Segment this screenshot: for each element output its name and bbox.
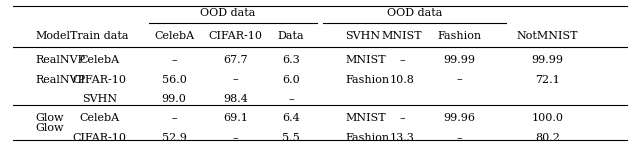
Text: 52.9: 52.9 — [162, 133, 186, 143]
Text: OOD data: OOD data — [200, 8, 255, 18]
Text: 98.4: 98.4 — [223, 94, 248, 104]
Text: 67.7: 67.7 — [223, 55, 248, 65]
Text: –: – — [289, 94, 294, 104]
Text: –: – — [457, 133, 462, 143]
Text: 56.0: 56.0 — [162, 75, 186, 85]
Text: Fashion: Fashion — [346, 75, 390, 85]
Text: 99.99: 99.99 — [531, 55, 563, 65]
Text: 6.4: 6.4 — [282, 113, 300, 123]
Text: MNIST: MNIST — [346, 113, 386, 123]
Text: 99.99: 99.99 — [444, 55, 476, 65]
Text: 100.0: 100.0 — [531, 113, 563, 123]
Text: SVHN: SVHN — [82, 94, 116, 104]
Text: –: – — [172, 113, 177, 123]
Text: CIFAR-10: CIFAR-10 — [209, 31, 262, 41]
Text: CIFAR-10: CIFAR-10 — [72, 133, 126, 143]
Text: 80.2: 80.2 — [535, 133, 559, 143]
Text: Fashion: Fashion — [346, 133, 390, 143]
Text: 6.0: 6.0 — [282, 75, 300, 85]
Text: 99.0: 99.0 — [162, 94, 186, 104]
Text: CIFAR-10: CIFAR-10 — [72, 75, 126, 85]
Text: OOD data: OOD data — [387, 8, 442, 18]
Text: Fashion: Fashion — [438, 31, 481, 41]
Text: Data: Data — [278, 31, 305, 41]
Text: MNIST: MNIST — [381, 31, 422, 41]
Text: Model: Model — [35, 31, 70, 41]
Text: MNIST: MNIST — [346, 55, 386, 65]
Text: –: – — [233, 133, 238, 143]
Text: 6.3: 6.3 — [282, 55, 300, 65]
Text: –: – — [233, 75, 238, 85]
Text: RealNVP: RealNVP — [35, 55, 85, 65]
Text: NotMNIST: NotMNIST — [516, 31, 578, 41]
Text: CelebA: CelebA — [154, 31, 194, 41]
Text: 13.3: 13.3 — [390, 133, 414, 143]
Text: CelebA: CelebA — [79, 113, 119, 123]
Text: 99.96: 99.96 — [444, 113, 476, 123]
Text: Train data: Train data — [70, 31, 129, 41]
Text: CelebA: CelebA — [79, 55, 119, 65]
Text: –: – — [457, 75, 462, 85]
Text: Glow: Glow — [35, 113, 64, 123]
Text: Glow: Glow — [35, 123, 64, 133]
Text: RealNVP: RealNVP — [35, 75, 85, 85]
Text: 72.1: 72.1 — [535, 75, 559, 85]
Text: –: – — [172, 55, 177, 65]
Text: –: – — [399, 55, 404, 65]
Text: –: – — [399, 113, 404, 123]
Text: SVHN: SVHN — [346, 31, 381, 41]
Text: 10.8: 10.8 — [390, 75, 414, 85]
Text: 5.5: 5.5 — [282, 133, 300, 143]
Text: 69.1: 69.1 — [223, 113, 248, 123]
